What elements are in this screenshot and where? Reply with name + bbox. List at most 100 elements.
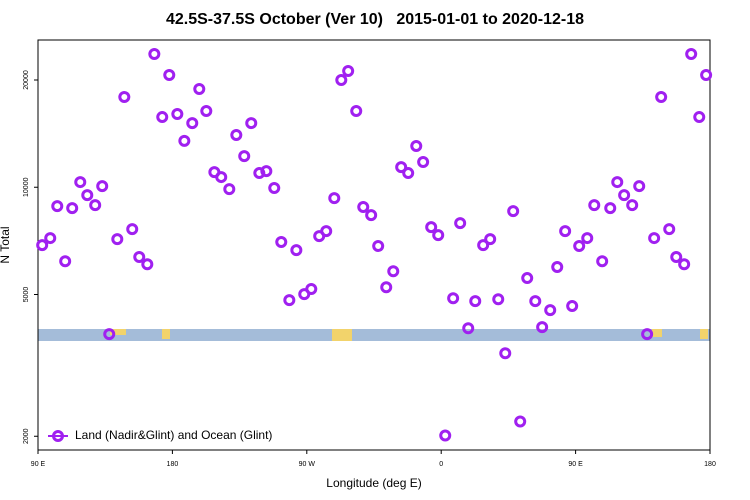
point — [648, 232, 661, 245]
point — [290, 244, 303, 257]
x-tick-label: 90 E — [568, 461, 583, 468]
point — [663, 223, 676, 236]
legend-marker — [52, 430, 64, 442]
point — [156, 111, 169, 124]
point — [133, 251, 146, 264]
point — [447, 292, 460, 305]
point — [693, 111, 706, 124]
point — [96, 180, 109, 193]
point — [111, 233, 124, 246]
y-tick-label: 2000 — [23, 428, 30, 444]
point — [36, 239, 49, 252]
point — [655, 90, 668, 103]
point — [678, 258, 691, 271]
point — [536, 321, 549, 334]
point — [260, 165, 273, 178]
point — [604, 202, 617, 215]
point — [44, 232, 57, 245]
point — [641, 328, 654, 341]
x-tick-label: 90 W — [299, 461, 316, 468]
point — [454, 217, 467, 230]
point — [372, 240, 385, 253]
point — [507, 205, 520, 218]
point — [544, 304, 557, 317]
point — [581, 232, 594, 245]
point — [118, 90, 131, 103]
point — [417, 156, 430, 169]
point — [432, 229, 445, 242]
point — [596, 255, 609, 268]
point — [477, 239, 490, 252]
point — [51, 200, 64, 213]
x-tick-label: 180 — [704, 461, 716, 468]
point — [148, 47, 161, 60]
point — [387, 265, 400, 278]
point — [186, 117, 199, 130]
y-tick-label: 10000 — [23, 177, 30, 197]
point — [245, 117, 258, 130]
point — [633, 180, 646, 193]
point — [425, 221, 438, 234]
point — [66, 202, 79, 215]
point — [81, 189, 94, 202]
point — [559, 225, 572, 238]
point — [320, 225, 333, 238]
point — [126, 223, 139, 236]
point — [492, 293, 505, 306]
point — [588, 199, 601, 212]
point — [193, 82, 206, 95]
point — [230, 128, 243, 141]
point — [357, 201, 370, 214]
point — [462, 322, 475, 335]
point — [685, 47, 698, 60]
point — [529, 295, 542, 308]
point — [439, 429, 452, 442]
point — [380, 281, 393, 294]
point — [551, 261, 564, 274]
point — [200, 104, 213, 117]
legend-label: Land (Nadir&Glint) and Ocean (Glint) — [75, 428, 272, 442]
surface-band — [38, 329, 710, 341]
point — [573, 240, 586, 253]
point — [305, 283, 318, 296]
x-tick-label: 90 E — [31, 461, 46, 468]
point — [469, 295, 482, 308]
point — [328, 192, 341, 205]
point — [89, 199, 102, 212]
point — [395, 161, 408, 174]
point — [275, 235, 288, 248]
point — [499, 347, 512, 360]
point — [103, 328, 116, 341]
point — [335, 73, 348, 86]
point — [402, 167, 415, 180]
point — [521, 272, 534, 285]
y-tick-label: 5000 — [23, 287, 30, 303]
point — [171, 108, 184, 121]
point — [618, 189, 631, 202]
y-tick-label: 20000 — [23, 70, 30, 90]
point — [141, 258, 154, 271]
x-tick-label: 0 — [439, 461, 443, 468]
point — [215, 171, 228, 184]
point — [514, 415, 527, 428]
point — [59, 255, 72, 268]
point — [700, 68, 713, 81]
point — [268, 182, 281, 195]
x-tick-label: 180 — [167, 461, 179, 468]
point — [611, 176, 624, 189]
point — [566, 300, 579, 313]
point — [350, 104, 363, 117]
y-axis-label: N Total — [0, 226, 12, 263]
point — [223, 183, 236, 196]
point — [163, 68, 176, 81]
point — [178, 134, 191, 147]
point — [283, 294, 296, 307]
point — [74, 176, 87, 189]
x-axis-label: Longitude (deg E) — [326, 476, 421, 490]
point — [342, 64, 355, 77]
point — [410, 140, 423, 153]
point — [365, 209, 378, 222]
chart-title: 42.5S-37.5S October (Ver 10) 2015-01-01 … — [166, 11, 584, 28]
point — [238, 150, 251, 163]
